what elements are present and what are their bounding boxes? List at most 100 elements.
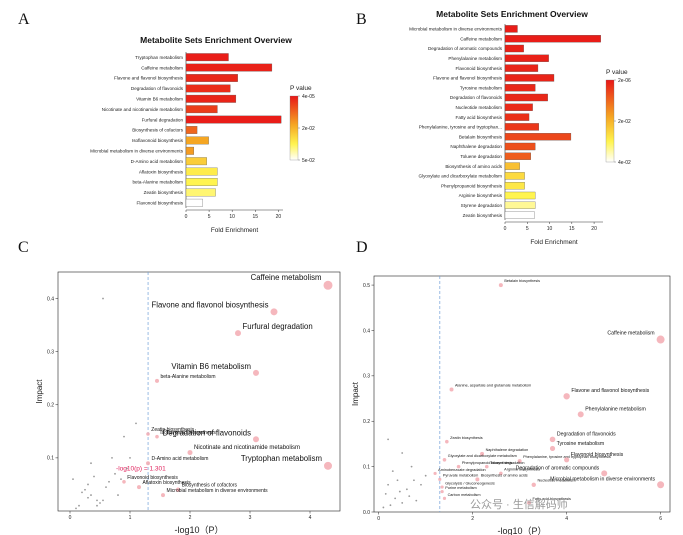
bar — [185, 198, 203, 207]
minor-point — [96, 504, 98, 507]
minor-point — [401, 502, 404, 504]
minor-point — [84, 488, 86, 491]
category-label: Styrene degradation — [461, 203, 503, 208]
minor-point — [90, 494, 92, 496]
data-point — [440, 489, 444, 494]
bar — [185, 188, 216, 197]
bar — [504, 152, 531, 160]
chart-title: Metabolite Sets Enrichment Overview — [436, 9, 588, 19]
data-point — [433, 471, 437, 476]
point-label: Flavone and flavonol biosynthesis — [151, 300, 268, 309]
point-label: Phenylalanine metabolism — [585, 406, 646, 412]
bar — [504, 64, 539, 72]
point-label: Degradation of aromatic compounds — [516, 465, 600, 471]
data-point — [323, 280, 333, 290]
point-label: Microbial metabolism in diverse environm… — [550, 476, 655, 482]
bar — [185, 115, 282, 124]
data-point — [161, 493, 165, 498]
category-label: Glyoxylate and dicarboxylate metabolism — [419, 174, 503, 179]
category-label: Nucleotide metabolism — [456, 105, 503, 110]
point-label: Aminobenzoate degradation — [438, 468, 486, 472]
data-point — [253, 436, 259, 443]
category-label: Flavone and flavonol biosynthesis — [433, 76, 503, 81]
point-label: Carbon metabolism — [448, 493, 481, 497]
minor-point — [384, 492, 387, 495]
point-label: Toluene degradation — [490, 461, 524, 465]
point-label: Degradation of flavonoids — [557, 432, 616, 438]
data-point — [531, 482, 536, 487]
category-label: Isoflavonoid biosynthesis — [132, 138, 184, 143]
category-label: Naphthalene degradation — [450, 144, 502, 149]
data-point — [122, 479, 126, 484]
data-point — [527, 500, 532, 505]
minor-point — [123, 435, 125, 438]
category-label: Tryptophan metabolism — [135, 55, 183, 60]
minor-point — [96, 499, 98, 502]
x-axis-title: -log10（P） — [497, 526, 546, 535]
category-label: Betalain biosynthesis — [459, 134, 503, 139]
point-label: Betalain biosynthesis — [504, 279, 540, 283]
point-label: Microbial metabolism in diverse environm… — [167, 488, 269, 494]
minor-point — [391, 470, 394, 473]
category-label: Degradation of aromatic compounds — [428, 46, 503, 51]
minor-point — [413, 479, 415, 482]
point-label: Flavonoid biosynthesis — [571, 452, 624, 458]
minor-point — [389, 504, 392, 507]
point-label: beta-Alanine metabolism — [161, 374, 216, 380]
bar — [504, 162, 520, 170]
point-label: Tryptophan metabolism — [241, 454, 322, 463]
bar — [504, 74, 555, 82]
chart-c: 0 1 2 3 4 0.1 0.2 0.3 0.4 -log10(p) = 1.301 Caffei… — [35, 271, 341, 535]
data-point — [563, 393, 570, 400]
x-tick-label: 20 — [276, 214, 282, 220]
category-label: Degradation of flavonoids — [131, 86, 184, 91]
minor-point — [424, 474, 427, 477]
point-label: Degradation of flavonoids — [163, 428, 252, 437]
minor-point — [117, 494, 119, 496]
point-label: Fatty acid biosynthesis — [533, 497, 572, 501]
x-tick-label: 0 — [185, 214, 188, 220]
minor-point — [114, 472, 116, 475]
x-axis-title: -log10（P） — [174, 525, 223, 535]
x-axis-title: Fold Enrichment — [211, 227, 259, 234]
category-label: Microbial metabolism in diverse environm… — [90, 149, 184, 154]
point-label: Nicotinate and nicotinamide metabolism — [194, 445, 300, 451]
panel-letter-a: A — [18, 11, 30, 28]
panel-letter-b: B — [356, 11, 367, 28]
point-label: Glycolysis / Gluconeogenesis — [445, 481, 495, 485]
bar — [504, 35, 601, 43]
point-label: Zeatin biosynthesis — [151, 427, 194, 433]
x-tick-label: 0 — [377, 516, 380, 522]
point-label: Furfural degradation — [243, 322, 313, 331]
minor-point — [387, 438, 389, 441]
bar — [504, 182, 525, 190]
bar — [504, 54, 549, 62]
category-label: Toluene degradation — [460, 154, 502, 159]
data-point — [187, 450, 193, 456]
minor-point — [87, 483, 89, 486]
x-tick-label: 5 — [526, 226, 529, 232]
data-point — [146, 432, 150, 436]
y-tick-label: 0.1 — [363, 464, 370, 470]
x-tick-label: 4 — [309, 515, 312, 521]
minor-point — [394, 497, 397, 500]
x-tick-label: 10 — [547, 226, 553, 232]
data-point — [270, 308, 278, 316]
panel-letter-d: D — [356, 239, 368, 256]
category-label: Phenylalanine metabolism — [448, 56, 502, 61]
point-label: Flavone and flavonol biosynthesis — [571, 388, 649, 394]
minor-point — [396, 479, 399, 482]
legend-label: 4e-02 — [618, 160, 631, 166]
y-tick-label: 0.1 — [47, 456, 54, 462]
minor-point — [415, 499, 418, 502]
category-label: Zeatin biosynthesis — [144, 190, 184, 195]
bar — [504, 103, 533, 111]
category-label: Zeatin biosynthesis — [463, 213, 503, 218]
point-label: Zeatin biosynthesis — [450, 436, 483, 440]
bar — [504, 44, 524, 53]
point-label: Nucleotide metabolism — [537, 479, 575, 483]
y-tick-label: 0.5 — [363, 283, 370, 289]
data-point — [438, 477, 442, 481]
bar — [185, 105, 218, 114]
minor-point — [90, 462, 92, 465]
